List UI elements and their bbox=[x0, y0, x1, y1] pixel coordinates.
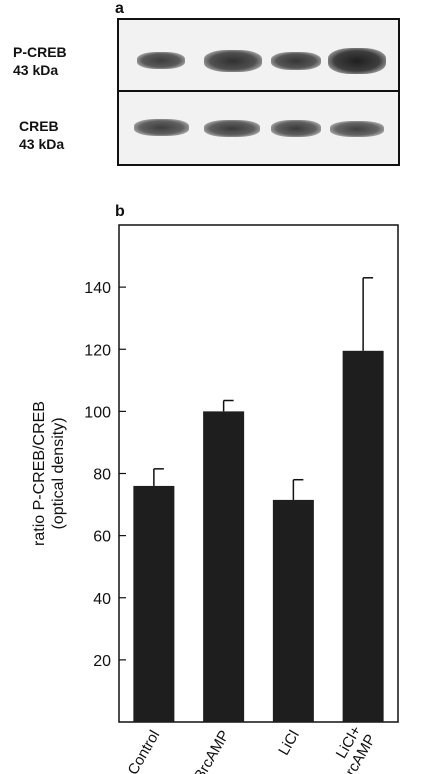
pcreb-band-8brcamp bbox=[204, 50, 262, 72]
x-category-label-line: Control bbox=[124, 728, 163, 774]
y-tick-label: 40 bbox=[93, 591, 111, 608]
y-tick-label: 80 bbox=[93, 467, 111, 484]
y-tick-label: 60 bbox=[93, 529, 111, 546]
x-category-label: Control bbox=[124, 728, 163, 774]
pcreb-name: P-CREB bbox=[13, 44, 67, 60]
bar bbox=[133, 485, 175, 722]
y-axis-label-line: ratio P-CREB/CREB bbox=[31, 401, 48, 546]
y-axis-label-line: (optical density) bbox=[50, 417, 67, 529]
y-axis-label: ratio P-CREB/CREB (optical density) bbox=[31, 401, 67, 546]
blot-divider bbox=[119, 90, 398, 92]
x-category-label: LiCl+8BrcAMP bbox=[333, 723, 380, 774]
x-category-label: 8BrcAMP bbox=[187, 728, 233, 774]
pcreb-band-licl bbox=[271, 52, 321, 70]
y-tick-label: 120 bbox=[84, 342, 111, 359]
y-tick-label: 140 bbox=[84, 280, 111, 297]
creb-band-8brcamp bbox=[204, 120, 260, 137]
creb-row-label: CREB 43 kDa bbox=[19, 117, 64, 153]
pcreb-band-control bbox=[137, 52, 185, 69]
pcreb-band-licl-8brcamp bbox=[328, 48, 386, 74]
bar bbox=[272, 499, 314, 722]
creb-mw: 43 kDa bbox=[19, 136, 65, 152]
y-tick-label: 100 bbox=[84, 404, 111, 421]
pcreb-mw: 43 kDa bbox=[13, 62, 59, 78]
panel-a-label: a bbox=[115, 0, 124, 17]
pcreb-row-label: P-CREB 43 kDa bbox=[13, 43, 67, 79]
creb-name: CREB bbox=[19, 118, 59, 134]
x-category-label-line: 8BrcAMP bbox=[187, 728, 233, 774]
x-category-label-line: LiCl bbox=[275, 728, 303, 759]
bar bbox=[342, 350, 384, 722]
bar bbox=[203, 411, 245, 722]
panel-b-label: b bbox=[115, 203, 125, 220]
creb-band-control bbox=[134, 119, 189, 136]
y-tick-label: 20 bbox=[93, 653, 111, 670]
western-blot-image bbox=[117, 18, 400, 166]
x-category-label: LiCl bbox=[275, 728, 303, 759]
creb-band-licl bbox=[271, 120, 321, 137]
creb-band-licl-8brcamp bbox=[330, 121, 384, 137]
